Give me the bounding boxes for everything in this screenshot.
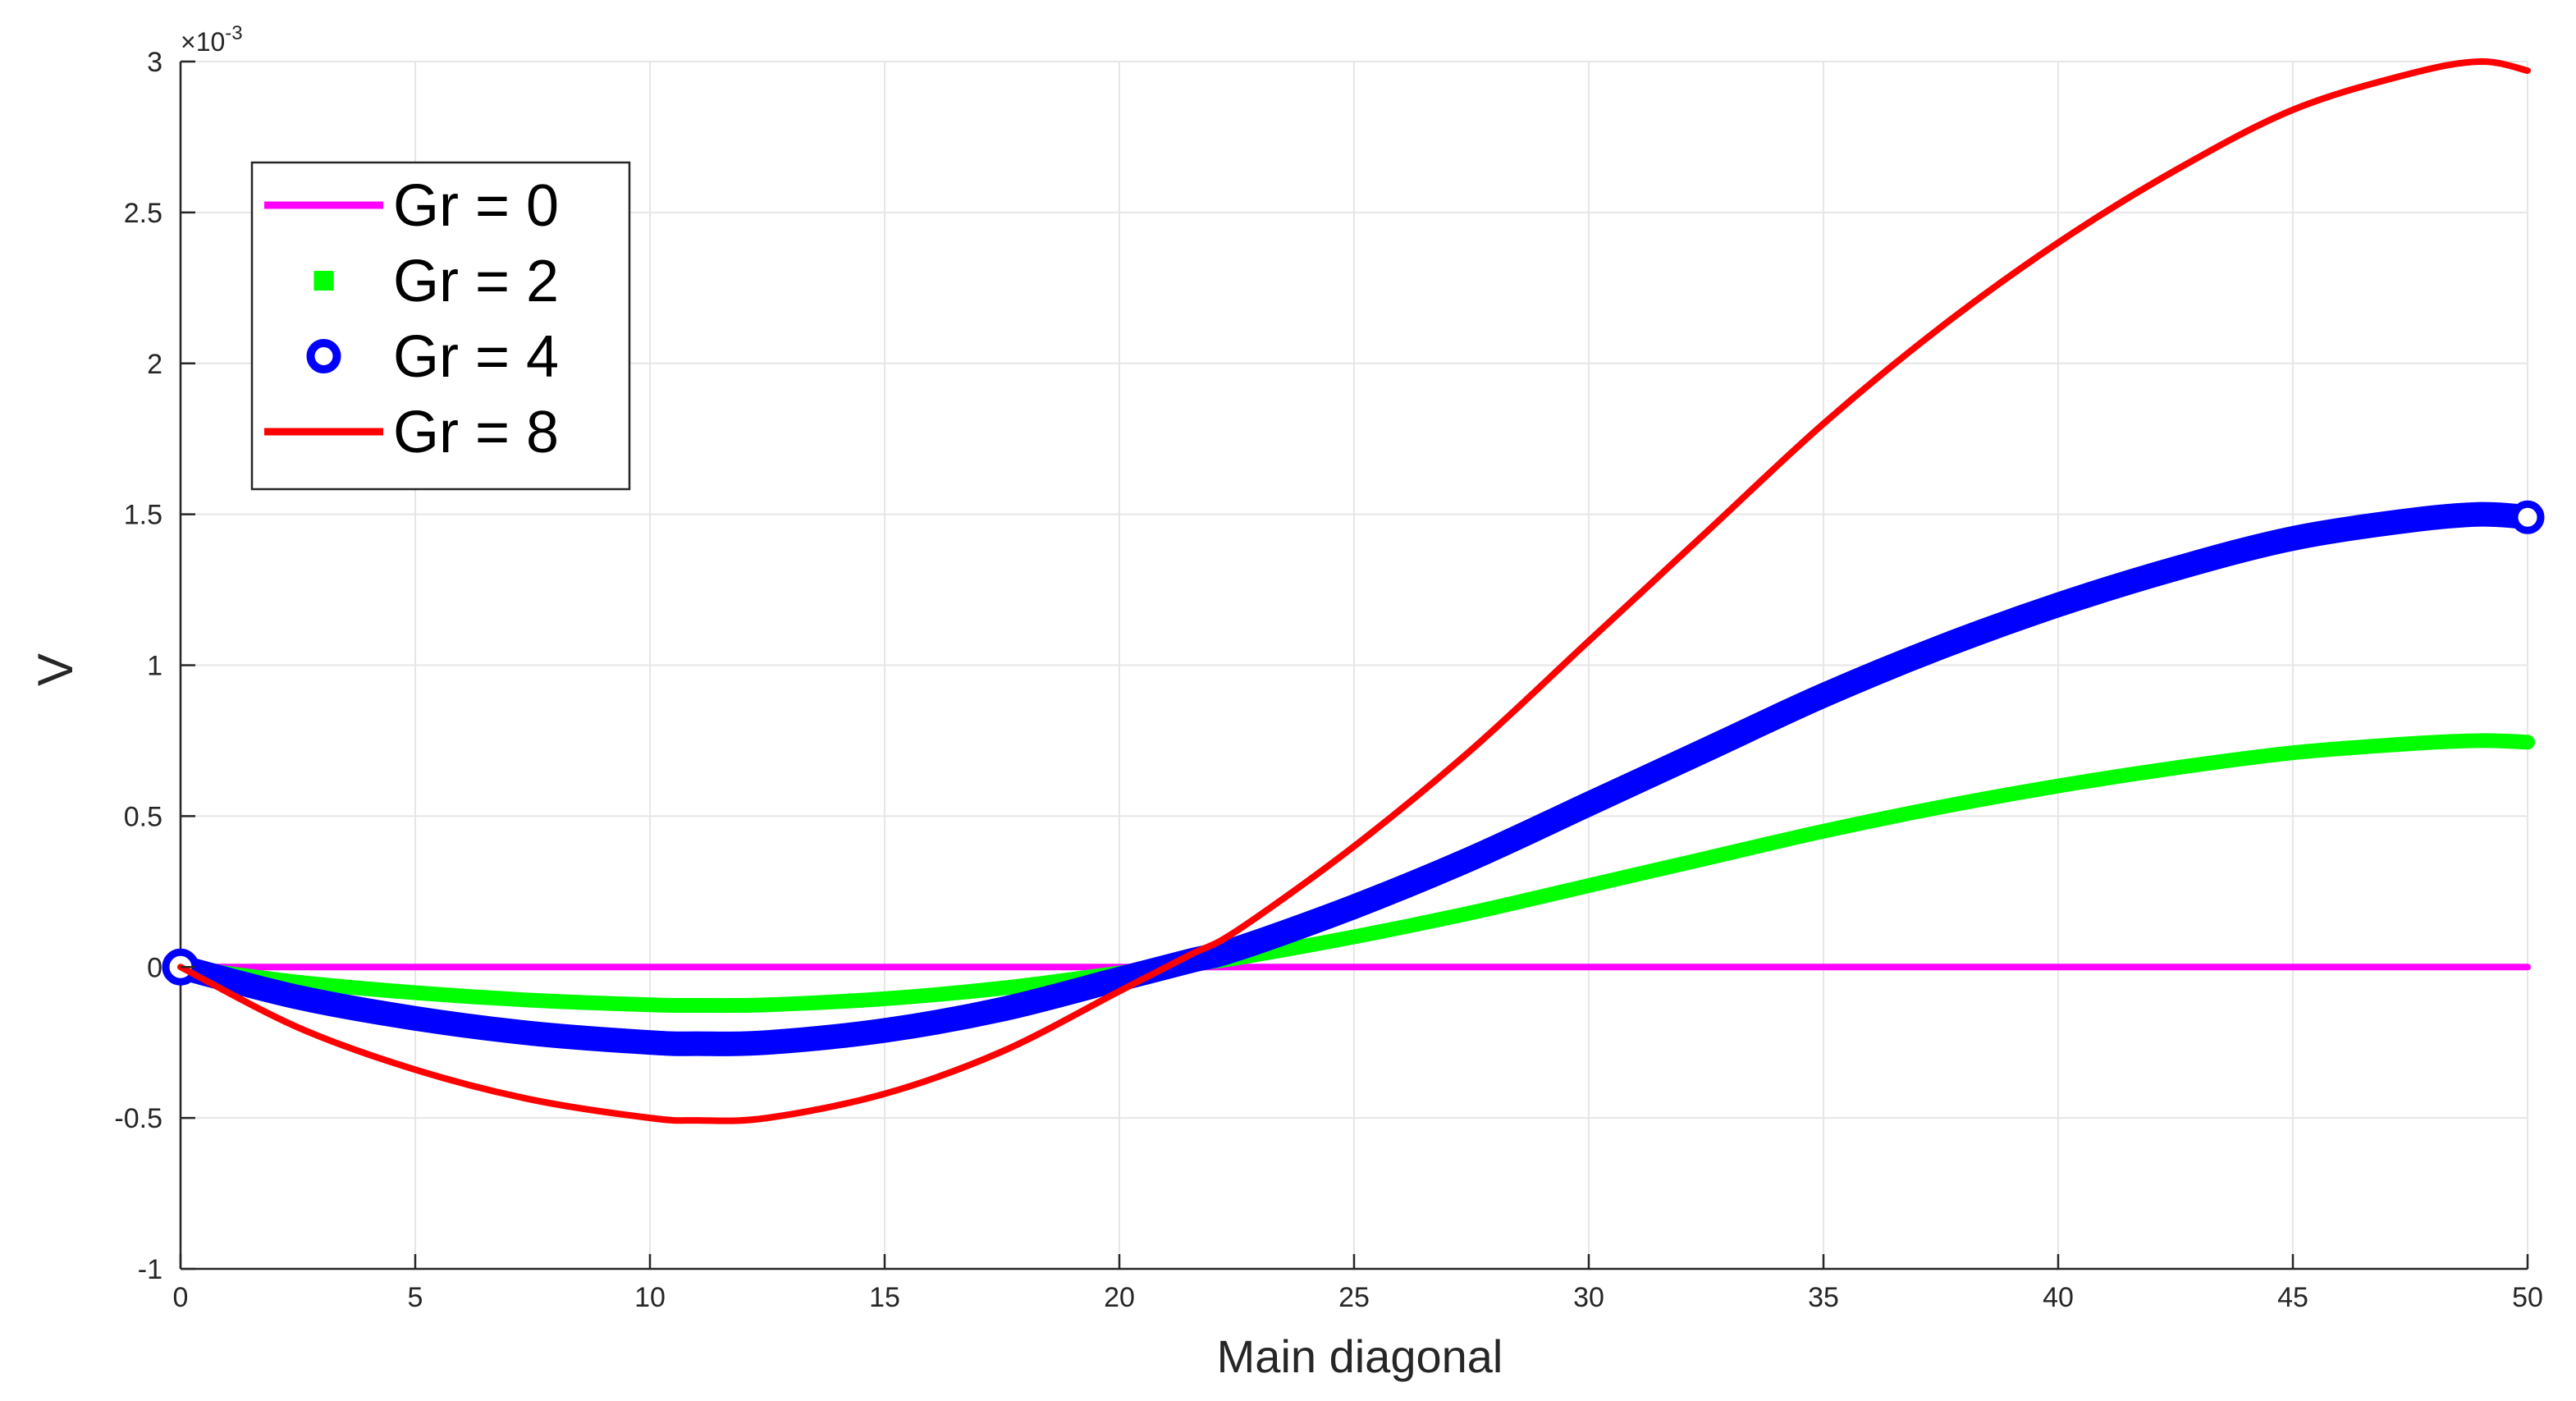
series-line <box>168 501 2540 1056</box>
x-tick-label: 50 <box>2512 1282 2543 1313</box>
y-tick-label: 1.5 <box>124 500 162 531</box>
x-tick-label: 20 <box>1104 1282 1135 1313</box>
legend: Gr = 0 Gr = 2 Gr = 4 Gr = 8 <box>250 161 631 491</box>
y-tick-label: 3 <box>147 47 162 78</box>
y-tick-label: 0.5 <box>124 801 162 832</box>
legend-swatch <box>313 271 334 291</box>
x-tick-label: 0 <box>173 1282 189 1313</box>
legend-label: Gr = 8 <box>393 400 559 465</box>
x-tick-label: 15 <box>869 1282 900 1313</box>
x-tick-label: 5 <box>408 1282 423 1313</box>
x-tick-label: 45 <box>2277 1282 2308 1313</box>
y-tick-label: 2 <box>147 349 162 380</box>
exponent-power: -3 <box>225 22 242 44</box>
y-axis-exponent: ×10-3 <box>181 22 243 57</box>
x-tick-label: 25 <box>1338 1282 1370 1313</box>
x-tick-label: 10 <box>634 1282 666 1313</box>
y-tick-label: 2.5 <box>124 198 162 229</box>
y-tick-label: 1 <box>147 651 162 682</box>
legend-label: Gr = 4 <box>393 324 559 390</box>
y-tick-label: -1 <box>138 1254 162 1285</box>
y-axis-label: V <box>28 653 83 686</box>
ticks-layer: 0 5 10 15 20 25 30 35 40 45 50 -1 -0.5 0 0.5 1 1.5 2 2.5 3 <box>114 47 2543 1313</box>
series-line <box>173 733 2535 1014</box>
legend-label: Gr = 2 <box>393 249 559 314</box>
series-layer <box>162 57 2545 1124</box>
x-tick-label: 35 <box>1808 1282 1839 1313</box>
y-tick-label: 0 <box>147 952 162 983</box>
y-tick-label: -0.5 <box>114 1103 162 1134</box>
legend-label: Gr = 0 <box>393 173 559 239</box>
series-marker <box>2510 500 2545 534</box>
x-axis-label: Main diagonal <box>1217 1330 1503 1382</box>
legend-swatch <box>306 339 341 373</box>
x-tick-label: 40 <box>2043 1282 2074 1313</box>
series-line <box>177 57 2531 1124</box>
x-tick-label: 30 <box>1573 1282 1604 1313</box>
exponent-base: ×10 <box>181 27 225 57</box>
